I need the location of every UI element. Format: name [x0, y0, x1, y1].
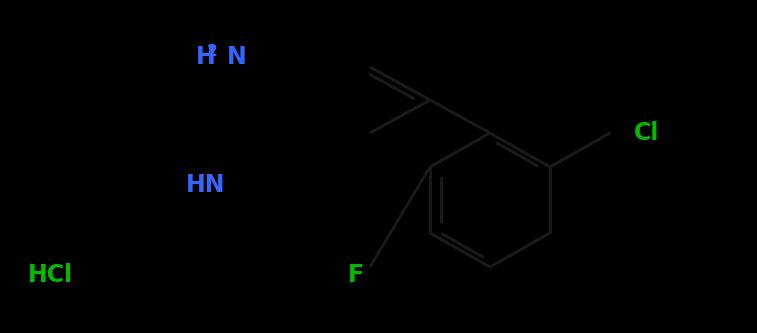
Text: 2: 2: [207, 45, 218, 60]
Text: H: H: [196, 45, 216, 69]
Text: Cl: Cl: [634, 121, 659, 145]
Text: HCl: HCl: [28, 263, 73, 287]
Text: F: F: [348, 263, 364, 287]
Text: N: N: [227, 45, 247, 69]
Text: HN: HN: [186, 173, 226, 197]
